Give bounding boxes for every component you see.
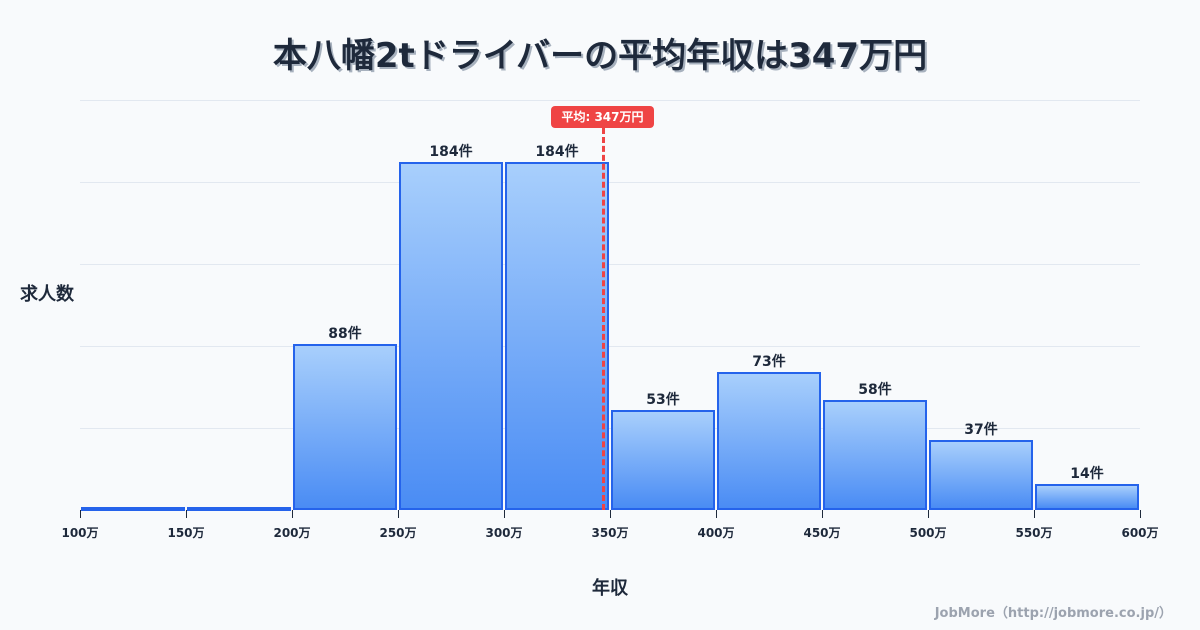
- x-tick-label: 400万: [697, 526, 735, 540]
- mean-badge: 平均: 347万円: [551, 106, 654, 128]
- gridline: [80, 182, 1140, 183]
- histogram-bar: [717, 372, 821, 510]
- x-tick-label: 200万: [273, 526, 311, 540]
- bar-value-label: 53件: [646, 392, 680, 408]
- x-tick-label: 600万: [1121, 526, 1159, 540]
- x-tick-label: 300万: [485, 526, 523, 540]
- x-tick: [1034, 510, 1035, 518]
- x-tick: [610, 510, 611, 518]
- bar-value-label: 184件: [429, 144, 473, 160]
- chart-title: 本八幡2tドライバーの平均年収は347万円: [272, 36, 928, 76]
- x-tick-label: 550万: [1015, 526, 1053, 540]
- x-tick-label: 150万: [167, 526, 205, 540]
- x-tick-label: 250万: [379, 526, 417, 540]
- x-tick: [292, 510, 293, 518]
- histogram-bar: [1035, 484, 1139, 510]
- histogram-bar: [81, 507, 185, 511]
- bar-value-label: 88件: [328, 326, 362, 342]
- x-tick-label: 500万: [909, 526, 947, 540]
- x-tick: [398, 510, 399, 518]
- mean-line: [602, 128, 605, 510]
- gridline: [80, 428, 1140, 429]
- x-tick-label: 450万: [803, 526, 841, 540]
- histogram-bar: [399, 162, 503, 510]
- bar-value-label: 184件: [535, 144, 579, 160]
- bar-value-label: 14件: [1070, 466, 1104, 482]
- histogram-bar: [293, 344, 397, 510]
- x-tick: [822, 510, 823, 518]
- x-tick-label: 350万: [591, 526, 629, 540]
- histogram-bar: [611, 410, 715, 510]
- x-tick: [504, 510, 505, 518]
- bar-value-label: 37件: [964, 422, 998, 438]
- gridline: [80, 264, 1140, 265]
- x-tick: [716, 510, 717, 518]
- histogram-bar: [823, 400, 927, 510]
- gridline: [80, 100, 1140, 101]
- x-tick: [186, 510, 187, 518]
- x-tick: [928, 510, 929, 518]
- x-tick-label: 100万: [61, 526, 99, 540]
- histogram-bar: [929, 440, 1033, 510]
- bar-value-label: 73件: [752, 354, 786, 370]
- y-axis-label: 求人数: [20, 284, 74, 305]
- x-tick: [80, 510, 81, 518]
- histogram-bar: [187, 507, 291, 511]
- gridline: [80, 346, 1140, 347]
- histogram-bar: [505, 162, 609, 510]
- bar-value-label: 58件: [858, 382, 892, 398]
- credit-text: JobMore（http://jobmore.co.jp/）: [934, 606, 1172, 621]
- x-tick: [1140, 510, 1141, 518]
- x-axis-label: 年収: [592, 578, 628, 599]
